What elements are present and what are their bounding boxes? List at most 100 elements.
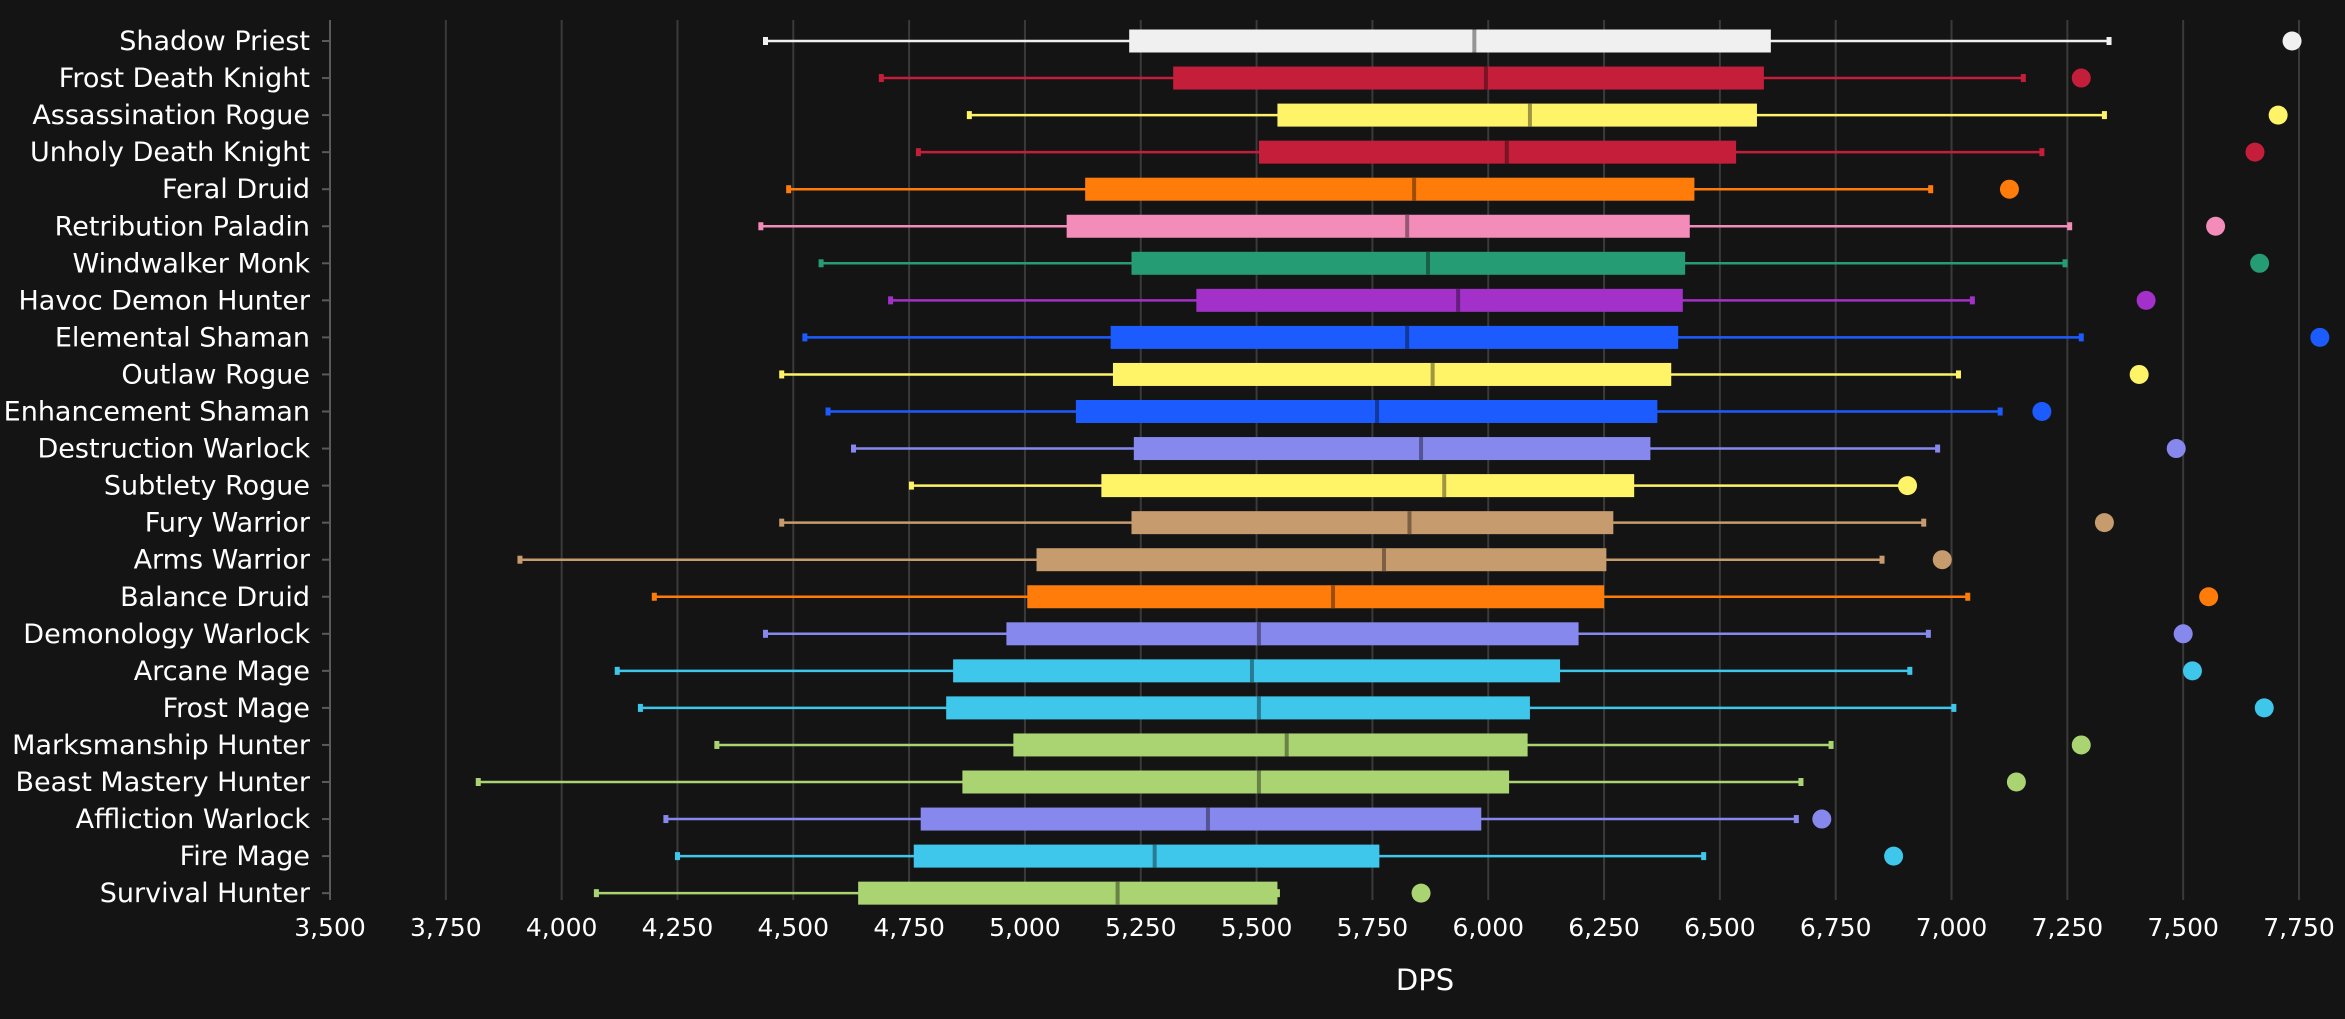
x-tick-label: 3,500 xyxy=(294,913,366,942)
outlier-point xyxy=(1932,550,1952,570)
median-line xyxy=(1256,622,1261,646)
box-windwalker-monk xyxy=(818,251,2270,275)
median-line xyxy=(1249,659,1254,683)
median-line xyxy=(1430,362,1435,386)
median-line xyxy=(1483,66,1488,90)
outlier-point xyxy=(1884,846,1904,866)
whisker-cap-min xyxy=(674,852,680,861)
iqr-box xyxy=(1013,733,1528,757)
box-affliction-warlock xyxy=(663,807,1832,831)
box-arcane-mage xyxy=(614,659,2202,683)
whisker-cap-max xyxy=(1951,703,1957,712)
whisker-cap-min xyxy=(714,740,720,749)
iqr-box xyxy=(1110,325,1679,349)
iqr-box xyxy=(1258,140,1737,164)
y-axis xyxy=(322,20,331,900)
median-line xyxy=(1407,511,1412,535)
whisker-cap-max xyxy=(1828,740,1834,749)
outlier-point xyxy=(1411,883,1431,903)
whisker-cap-max xyxy=(1969,296,1975,305)
box-balance-druid xyxy=(651,585,2219,609)
outlier-point xyxy=(2071,68,2091,88)
outlier-point xyxy=(2006,772,2026,792)
category-label: Survival Hunter xyxy=(100,878,311,909)
box-feral-druid xyxy=(786,177,2019,201)
whisker-cap-max xyxy=(1965,592,1971,601)
outlier-point xyxy=(2129,364,2149,384)
x-tick-label: 6,250 xyxy=(1568,913,1640,942)
median-line xyxy=(1256,696,1261,720)
outlier-point xyxy=(2182,661,2202,681)
category-label: Feral Druid xyxy=(162,174,310,205)
category-label: Retribution Paladin xyxy=(55,211,310,242)
x-tick-label: 7,500 xyxy=(2147,913,2219,942)
category-label: Elemental Shaman xyxy=(55,322,310,353)
box-demonology-warlock xyxy=(762,622,2193,646)
box-frost-mage xyxy=(637,696,2274,720)
iqr-box xyxy=(1006,622,1579,646)
median-line xyxy=(1426,251,1431,275)
box-marksmanship-hunter xyxy=(714,733,2091,757)
iqr-box xyxy=(1131,251,1686,275)
whisker-cap-max xyxy=(2078,333,2084,342)
category-label: Shadow Priest xyxy=(119,26,310,57)
whisker-cap-max xyxy=(1879,555,1885,564)
median-line xyxy=(1284,733,1289,757)
category-label: Outlaw Rogue xyxy=(121,359,310,390)
outlier-point xyxy=(1898,476,1918,496)
iqr-box xyxy=(1066,214,1690,238)
median-line xyxy=(1256,770,1261,794)
outlier-point xyxy=(2094,513,2114,533)
x-tick-label: 5,750 xyxy=(1337,913,1409,942)
whisker-cap-min xyxy=(758,222,764,231)
x-tick-label: 7,000 xyxy=(1916,913,1988,942)
outlier-point xyxy=(2310,327,2330,347)
outlier-point xyxy=(2245,142,2265,162)
box-beast-mastery-hunter xyxy=(475,770,2026,794)
median-line xyxy=(1405,325,1410,349)
whisker-cap-max xyxy=(1997,407,2003,416)
outlier-point xyxy=(2254,698,2274,718)
iqr-box xyxy=(1027,585,1605,609)
category-label: Windwalker Monk xyxy=(72,248,310,279)
iqr-box xyxy=(913,844,1380,868)
iqr-box xyxy=(1277,103,1757,127)
category-label: Affliction Warlock xyxy=(76,804,311,835)
category-label: Enhancement Shaman xyxy=(4,397,310,428)
whisker-cap-min xyxy=(915,148,921,157)
category-label: Arcane Mage xyxy=(134,656,310,687)
whisker-cap-min xyxy=(762,629,768,638)
iqr-box xyxy=(1173,66,1764,90)
median-line xyxy=(1412,177,1417,201)
whisker-cap-max xyxy=(1907,666,1913,675)
category-label: Balance Druid xyxy=(120,582,310,613)
whisker-cap-max xyxy=(1925,629,1931,638)
whisker-cap-min xyxy=(614,666,620,675)
outlier-point xyxy=(2136,290,2156,310)
outlier-point xyxy=(2071,735,2091,755)
box-subtlety-rogue xyxy=(908,474,1918,498)
iqr-box xyxy=(1133,437,1651,461)
box-fury-warrior xyxy=(779,511,2114,535)
median-line xyxy=(1331,585,1336,609)
category-label: Frost Mage xyxy=(163,693,310,724)
whisker-cap-max xyxy=(1955,370,1961,379)
whisker-cap-min xyxy=(779,370,785,379)
whisker-cap-min xyxy=(802,333,808,342)
box-elemental-shaman xyxy=(802,325,2330,349)
category-label: Marksmanship Hunter xyxy=(12,730,311,761)
whisker-cap-max xyxy=(2101,111,2107,120)
outlier-point xyxy=(2268,105,2288,125)
iqr-box xyxy=(1131,511,1614,535)
median-line xyxy=(1205,807,1210,831)
whisker-cap-min xyxy=(888,296,894,305)
median-line xyxy=(1381,548,1386,572)
x-tick-label: 5,000 xyxy=(989,913,1061,942)
x-tick-label: 7,250 xyxy=(2032,913,2104,942)
whisker-cap-min xyxy=(908,481,914,490)
iqr-box xyxy=(953,659,1561,683)
whisker-cap-min xyxy=(517,555,523,564)
x-tick-label: 4,500 xyxy=(758,913,830,942)
box-unholy-death-knight xyxy=(915,140,2265,164)
